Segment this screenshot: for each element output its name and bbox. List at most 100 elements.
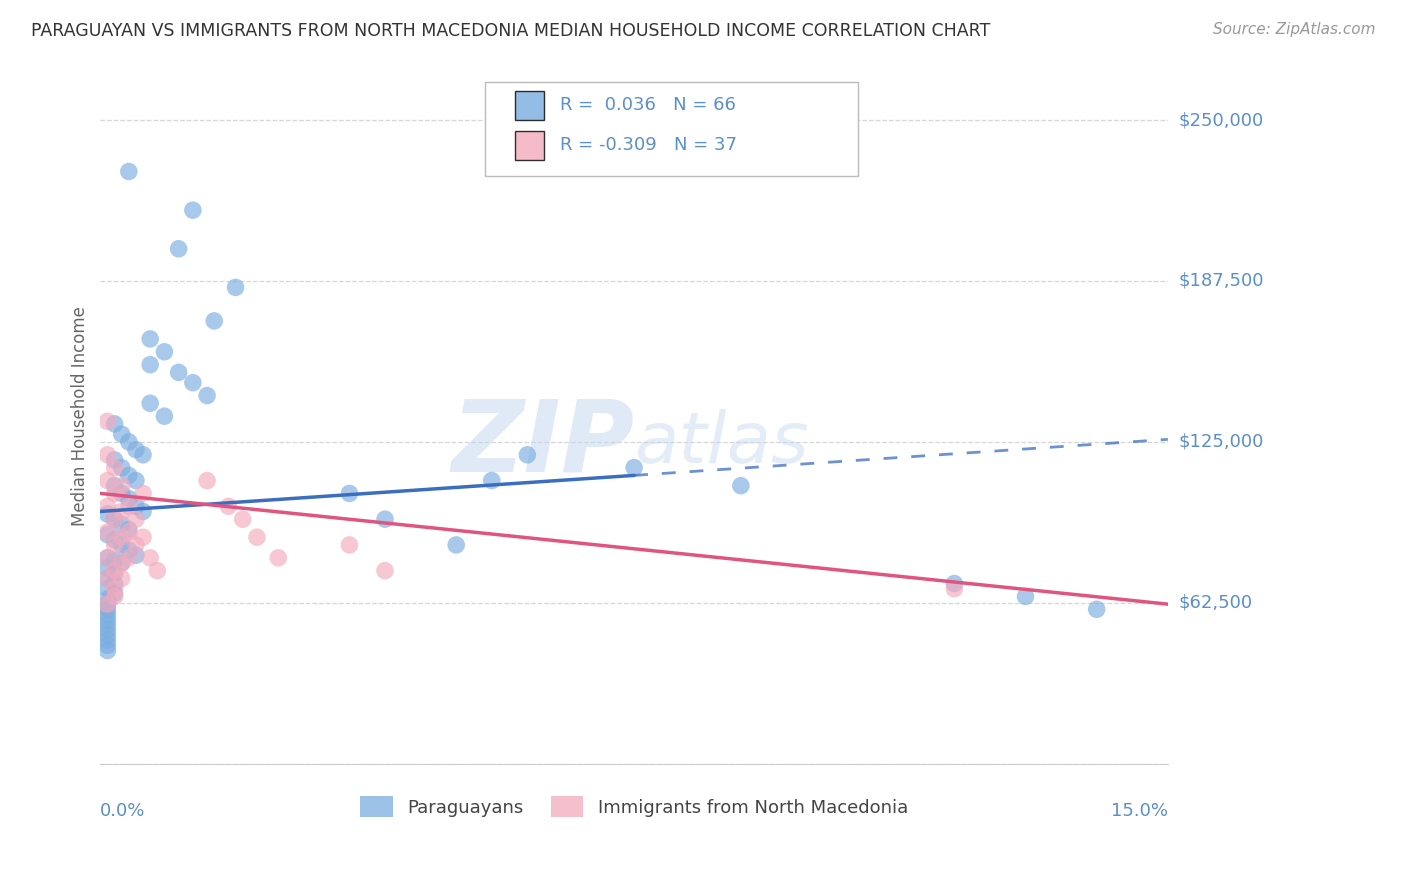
Point (111, 556, 134, 570)
Point (96, 527, 118, 541)
Point (96, 571, 118, 585)
Point (139, 332, 162, 346)
Point (516, 448, 538, 462)
Point (103, 479, 125, 493)
Point (125, 512, 148, 526)
Point (181, 203, 204, 218)
Point (103, 576, 125, 591)
Point (167, 242, 190, 256)
Point (103, 582, 125, 596)
FancyBboxPatch shape (515, 130, 544, 160)
Point (139, 550, 162, 565)
Point (96, 571, 118, 585)
Point (118, 524, 141, 539)
Point (225, 280, 247, 294)
Point (96, 582, 118, 596)
Text: Source: ZipAtlas.com: Source: ZipAtlas.com (1212, 22, 1375, 37)
Point (111, 486, 134, 500)
Point (339, 538, 361, 552)
FancyBboxPatch shape (515, 91, 544, 120)
Point (96, 597, 118, 611)
Text: $125,000: $125,000 (1180, 433, 1264, 451)
Point (118, 500, 141, 514)
Point (444, 538, 467, 552)
Point (96, 474, 118, 488)
Point (111, 530, 134, 544)
Point (96, 602, 118, 616)
Point (195, 474, 218, 488)
Point (103, 533, 125, 547)
Point (96, 507, 118, 521)
Text: PARAGUAYAN VS IMMIGRANTS FROM NORTH MACEDONIA MEDIAN HOUSEHOLD INCOME CORRELATIO: PARAGUAYAN VS IMMIGRANTS FROM NORTH MACE… (31, 22, 990, 40)
Point (217, 500, 239, 514)
Point (96, 597, 118, 611)
Point (118, 468, 141, 483)
Point (111, 460, 134, 475)
Point (481, 474, 503, 488)
Point (195, 388, 218, 402)
Point (125, 442, 148, 457)
Point (96, 500, 118, 514)
Point (103, 486, 125, 500)
Point (103, 564, 125, 578)
Point (118, 164, 141, 178)
Legend: Paraguayans, Immigrants from North Macedonia: Paraguayans, Immigrants from North Maced… (353, 789, 915, 824)
Point (96, 550, 118, 565)
Point (96, 607, 118, 622)
Point (96, 643, 118, 657)
Point (103, 587, 125, 601)
Point (181, 376, 204, 390)
Text: ZIP: ZIP (451, 395, 634, 492)
Point (374, 512, 396, 526)
Point (111, 538, 134, 552)
Point (125, 500, 148, 514)
Point (139, 396, 162, 410)
Point (111, 517, 134, 532)
Point (943, 576, 966, 591)
Point (96, 414, 118, 428)
Point (96, 633, 118, 648)
Point (118, 491, 141, 506)
Point (125, 538, 148, 552)
Point (132, 486, 155, 500)
Point (103, 553, 125, 567)
Point (96, 613, 118, 627)
Point (267, 550, 290, 565)
Point (118, 550, 141, 565)
Y-axis label: Median Household Income: Median Household Income (72, 306, 89, 526)
Text: R =  0.036   N = 66: R = 0.036 N = 66 (561, 96, 737, 114)
Text: $62,500: $62,500 (1180, 594, 1253, 612)
Point (730, 479, 752, 493)
Point (111, 504, 134, 518)
Point (1014, 590, 1036, 604)
Point (103, 566, 125, 581)
Point (1085, 602, 1108, 616)
Point (96, 550, 118, 565)
Point (103, 590, 125, 604)
Point (118, 543, 141, 558)
Point (111, 556, 134, 570)
Point (132, 448, 155, 462)
Point (132, 530, 155, 544)
Point (125, 474, 148, 488)
Point (96, 524, 118, 539)
Text: $250,000: $250,000 (1180, 111, 1264, 129)
Point (103, 538, 125, 552)
Point (153, 344, 176, 359)
Point (202, 314, 225, 328)
Point (167, 365, 190, 379)
Point (103, 512, 125, 526)
Text: 15.0%: 15.0% (1111, 802, 1168, 820)
Point (153, 409, 176, 424)
Point (111, 479, 134, 493)
Text: R = -0.309   N = 37: R = -0.309 N = 37 (561, 136, 737, 154)
Point (96, 639, 118, 653)
Point (139, 358, 162, 372)
Point (103, 512, 125, 526)
Point (96, 617, 118, 632)
Point (943, 582, 966, 596)
Point (96, 628, 118, 642)
Text: atlas: atlas (634, 409, 808, 478)
Point (623, 460, 645, 475)
Point (103, 453, 125, 467)
